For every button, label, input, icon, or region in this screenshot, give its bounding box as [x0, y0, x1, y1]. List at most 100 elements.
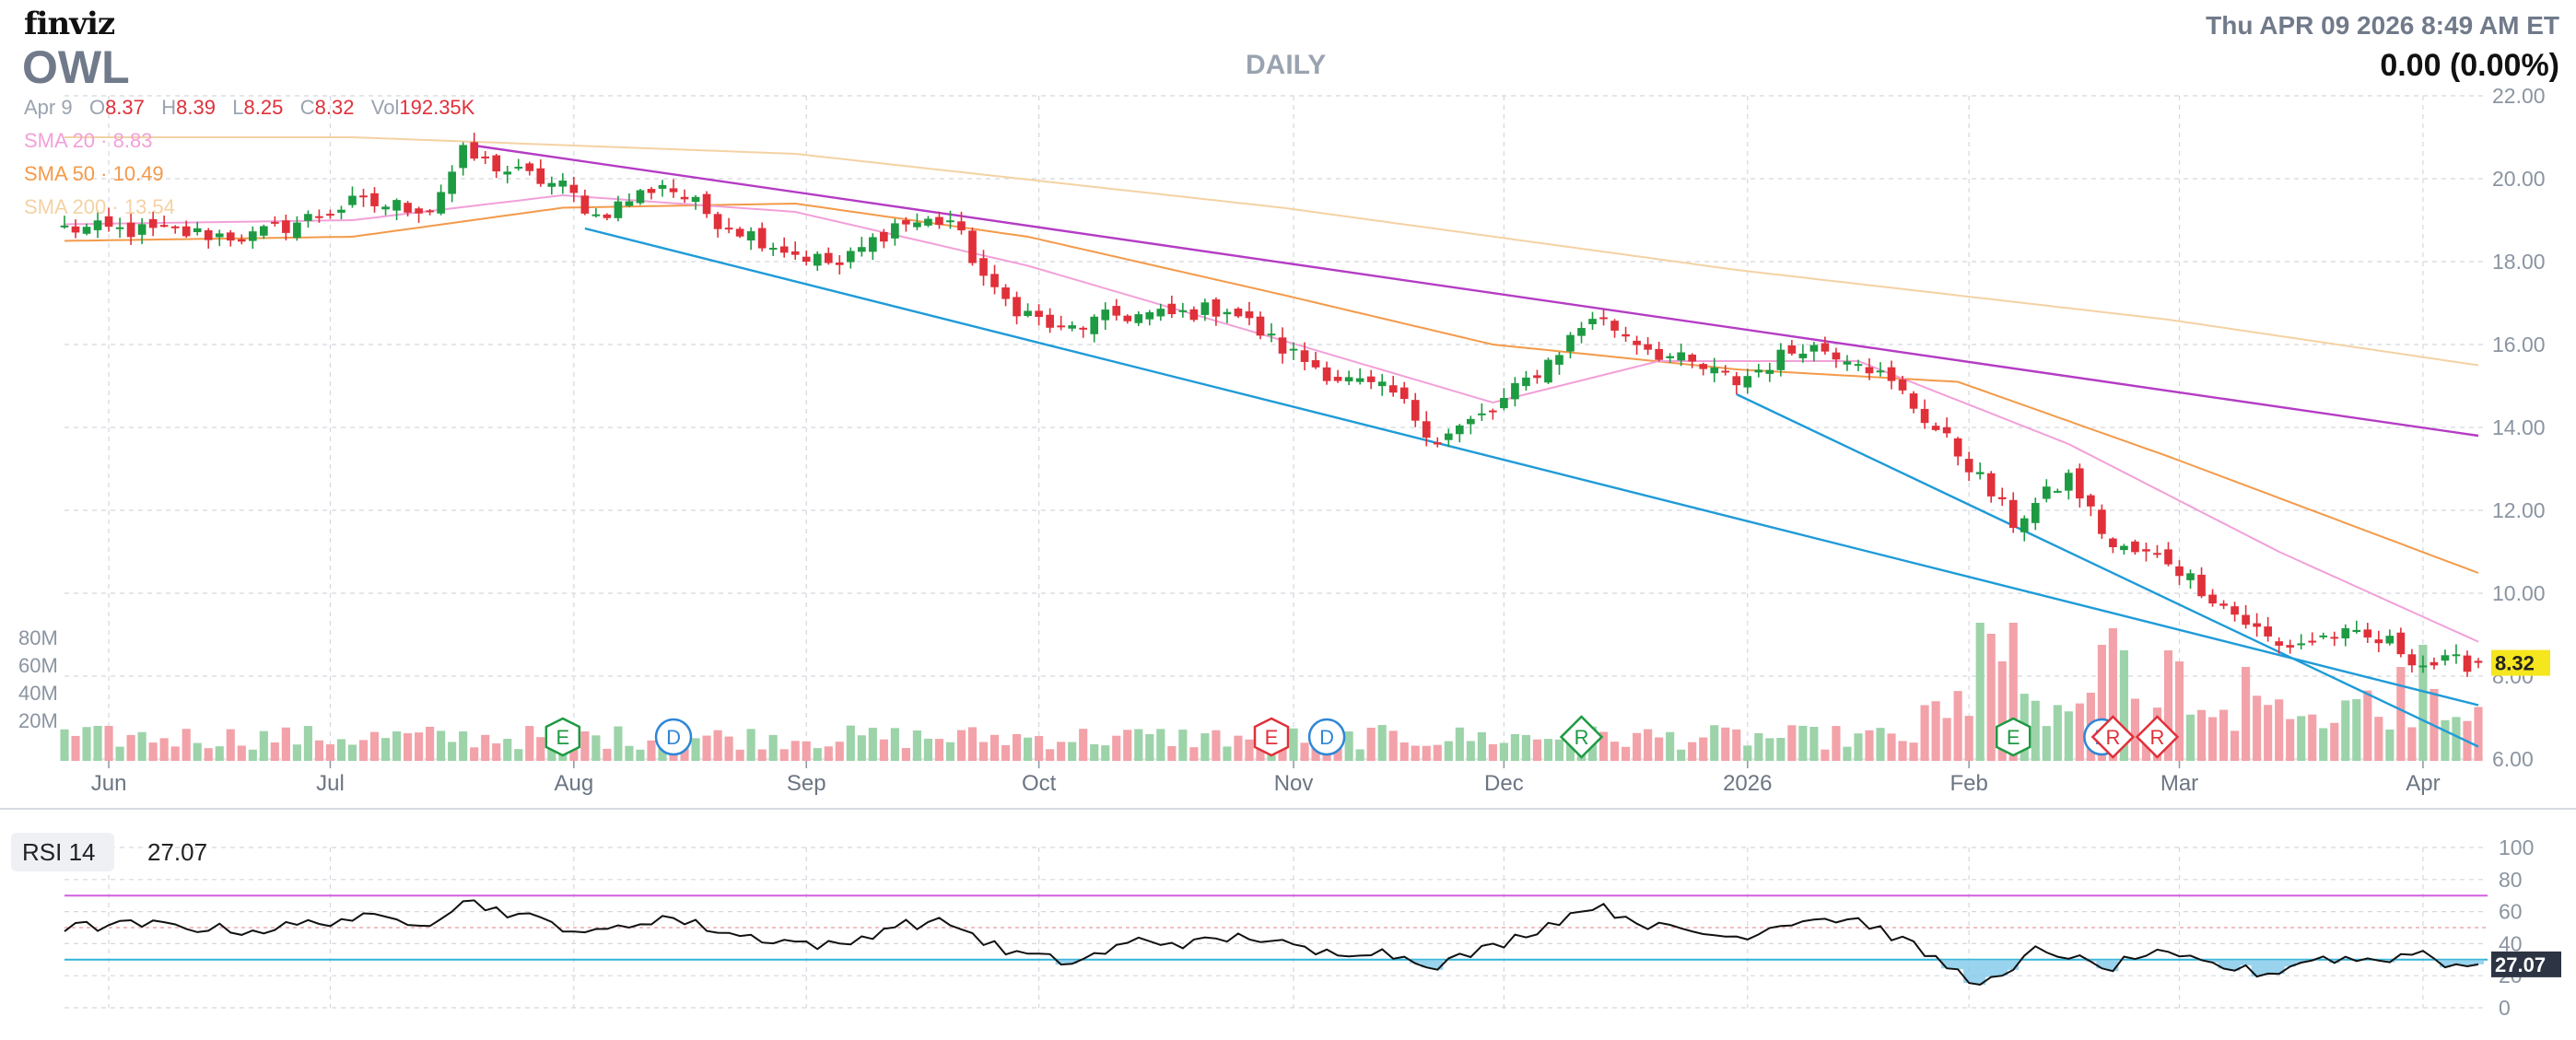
candle [1344, 370, 1353, 386]
candle-body [60, 225, 69, 228]
sma50-legend[interactable]: SMA 50 · 10.49 [24, 162, 164, 185]
volume-bar [1854, 733, 1863, 761]
candle-body [691, 196, 700, 203]
candle [193, 222, 202, 236]
candle-body [2474, 660, 2483, 663]
volume-bar [2452, 717, 2461, 761]
candle [902, 216, 910, 232]
candle-body [1909, 393, 1918, 409]
volume-bar [1278, 744, 1287, 761]
event-marker-e[interactable]: E [1995, 717, 2032, 757]
price-tick-label: 18.00 [2492, 250, 2546, 274]
event-marker-r[interactable]: R [1559, 715, 1604, 759]
event-marker-d[interactable]: D [1307, 718, 1346, 756]
candle-body [1156, 309, 1165, 317]
candle [1754, 363, 1763, 378]
event-marker-d[interactable]: D [654, 718, 693, 756]
event-marker-e[interactable]: E [1253, 717, 1290, 757]
volume-bar [1101, 745, 1110, 761]
candle [1311, 351, 1320, 369]
candle-body [1931, 426, 1940, 430]
candle-body [2341, 628, 2350, 639]
finviz-logo[interactable]: finviz [24, 6, 115, 42]
volume-bar [1843, 746, 1852, 761]
volume-bar [358, 740, 369, 761]
event-marker-r[interactable]: R [2135, 715, 2180, 759]
candle-body [1854, 364, 1863, 367]
candle [1223, 309, 1232, 323]
candle [2208, 589, 2217, 607]
sma20-legend[interactable]: SMA 20 · 8.83 [24, 129, 153, 152]
rsi-label-box[interactable] [11, 833, 114, 871]
trendline-lower-steep[interactable] [1736, 392, 2479, 748]
volume-bar [71, 735, 80, 761]
trendline-lower-long[interactable] [584, 227, 2479, 707]
candle-body [813, 253, 822, 266]
candle [304, 210, 312, 228]
volume-bar [292, 744, 301, 761]
trendline-upper[interactable] [474, 144, 2479, 438]
candle-body [1975, 472, 1985, 474]
candle [1511, 377, 1519, 407]
volume-bar [170, 746, 180, 761]
volume-bar [1035, 736, 1044, 761]
candle-body [2042, 486, 2051, 499]
candle [1046, 308, 1054, 333]
candle [658, 180, 667, 197]
ticker-symbol: OWL [22, 41, 130, 93]
candle-body [625, 201, 634, 206]
candle-body [647, 189, 656, 193]
candle-body [614, 201, 623, 218]
candle [1388, 376, 1398, 397]
candle-body [1223, 311, 1232, 315]
event-marker-r[interactable]: R [2090, 715, 2136, 759]
price-tick-label: 12.00 [2492, 498, 2546, 522]
candle-body [404, 203, 412, 213]
volume-bar [1865, 730, 1874, 761]
volume-bar [1521, 734, 1530, 761]
price-tick-label: 20.00 [2492, 167, 2546, 191]
candle-body [2120, 545, 2128, 551]
volume-bar [2053, 705, 2062, 761]
candle [226, 229, 235, 247]
volume-bar [1289, 728, 1298, 761]
candle [2109, 537, 2117, 554]
volume-bar [2219, 709, 2229, 761]
candle [1013, 291, 1021, 325]
candle [2352, 620, 2361, 634]
sma200-legend[interactable]: SMA 200 · 13.54 [24, 195, 175, 218]
candle [2186, 569, 2195, 590]
volume-bar [614, 726, 623, 761]
candle-body [2407, 654, 2417, 666]
candle-body [1876, 370, 1885, 373]
volume-bar [137, 731, 146, 761]
candle-body [1300, 350, 1309, 362]
volume-bar [1532, 739, 1542, 761]
high-value: 8.39 [176, 96, 216, 119]
candle [1942, 417, 1951, 438]
volume-bar [1688, 742, 1697, 761]
candle [1644, 337, 1652, 356]
candle-body [1200, 302, 1210, 315]
candle-body [702, 193, 711, 215]
volume-bar [525, 726, 534, 761]
candle-body [1444, 433, 1453, 440]
candle-body [1035, 310, 1043, 317]
candle-body [1533, 375, 1541, 379]
vol-value: 192.35K [399, 96, 475, 119]
candle-body [2064, 473, 2073, 491]
volume-bar [580, 730, 590, 761]
volume-bar [148, 742, 158, 761]
candle [1610, 319, 1619, 338]
timeframe-label[interactable]: DAILY [1246, 50, 1327, 80]
candle [680, 189, 689, 204]
candle [1566, 332, 1575, 359]
event-letter: E [556, 726, 569, 749]
volume-bar [2185, 714, 2195, 761]
candle [1588, 311, 1597, 331]
rsi-tick-label: 60 [2499, 900, 2523, 924]
candle [1267, 322, 1276, 343]
event-marker-e[interactable]: E [544, 717, 581, 757]
